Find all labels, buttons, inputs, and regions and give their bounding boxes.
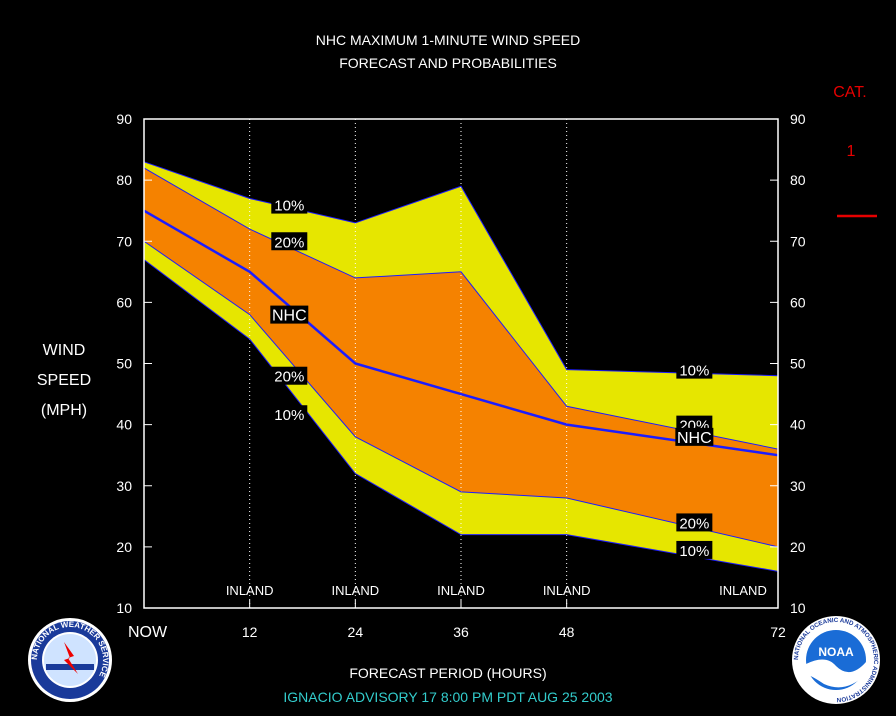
y-tick-label-left-60: 60 (116, 294, 132, 310)
series-line-20pct-upper (143, 167, 779, 450)
inland-labels: INLAND INLAND INLAND INLAND INLAND (226, 583, 767, 598)
series-label-bg-8 (676, 513, 713, 532)
y-tick-label-right-70: 70 (790, 233, 806, 249)
y-tick-label-right-10: 10 (790, 600, 806, 616)
inland-label-36: INLAND (437, 583, 485, 598)
series-line-nhc (143, 209, 779, 457)
x-tick-label-12: 12 (242, 624, 258, 640)
series-label-bg-9 (676, 540, 713, 559)
series-label-bg-5 (676, 360, 713, 379)
chart-title-line1: NHC MAXIMUM 1-MINUTE WIND SPEED (316, 32, 580, 48)
probability-bands (144, 161, 778, 572)
series-label-3: 20% (274, 369, 304, 386)
y-tick-label-left-40: 40 (116, 417, 132, 433)
y-axis-ticks: 10 10 20 20 30 30 40 40 50 50 60 60 70 70 80 80 90 90 (116, 111, 805, 616)
y-tick-label-right-60: 60 (790, 294, 806, 310)
series-label-9: 10% (679, 543, 709, 560)
x-tick-label-72: 72 (770, 624, 786, 640)
inland-label-72: INLAND (719, 583, 767, 598)
series-label-5: 10% (679, 363, 709, 380)
series-label-0: 10% (274, 198, 304, 215)
series-lines (143, 161, 779, 572)
series-label-bg-7 (675, 427, 714, 446)
noaa-logo-center: NOAA (818, 645, 854, 659)
y-tick-label-right-50: 50 (790, 356, 806, 372)
band-20-percent (144, 167, 778, 547)
series-label-bg-2 (270, 305, 309, 324)
chart-title-line2: FORECAST AND PROBABILITIES (339, 55, 557, 71)
series-label-bg-0 (271, 195, 308, 214)
x-tick-label-24: 24 (348, 624, 364, 640)
advisory-footer: IGNACIO ADVISORY 17 8:00 PM PDT AUG 25 2… (283, 689, 612, 705)
series-line-10pct-lower (143, 259, 779, 572)
y-tick-label-left-70: 70 (116, 233, 132, 249)
series-label-1: 20% (274, 234, 304, 251)
noaa-logo: NOAA NATIONAL OCEANIC AND ATMOSPHERIC AD… (792, 616, 880, 704)
category-value: 1 (847, 143, 856, 160)
x-tick-label-now: NOW (128, 624, 168, 641)
y-axis-label-line3: (MPH) (41, 402, 87, 419)
x-axis-label: FORECAST PERIOD (HOURS) (349, 665, 546, 681)
y-tick-label-left-90: 90 (116, 111, 132, 127)
series-line-10pct-upper (143, 161, 779, 377)
inland-label-48: INLAND (543, 583, 591, 598)
y-tick-label-left-80: 80 (116, 172, 132, 188)
y-tick-label-left-30: 30 (116, 478, 132, 494)
y-tick-label-left-50: 50 (116, 356, 132, 372)
y-tick-label-right-30: 30 (790, 478, 806, 494)
series-label-7: NHC (677, 430, 712, 447)
y-tick-label-left-20: 20 (116, 539, 132, 555)
y-tick-label-right-20: 20 (790, 539, 806, 555)
inland-label-24: INLAND (331, 583, 379, 598)
y-tick-label-right-90: 90 (790, 111, 806, 127)
x-tick-label-36: 36 (453, 624, 469, 640)
series-label-bg-4 (271, 405, 308, 424)
series-label-8: 20% (679, 515, 709, 532)
y-tick-label-right-40: 40 (790, 417, 806, 433)
inland-label-12: INLAND (226, 583, 274, 598)
nws-logo: NATIONAL WEATHER SERVICE (28, 618, 112, 702)
y-tick-label-left-10: 10 (116, 600, 132, 616)
x-tick-label-48: 48 (559, 624, 575, 640)
y-axis-label-line1: WIND (43, 342, 86, 359)
series-label-bg-1 (271, 232, 308, 251)
category-label: CAT. (833, 84, 866, 101)
series-label-4: 10% (274, 407, 304, 424)
y-axis-label-line2: SPEED (37, 372, 91, 389)
x-axis-ticks: NOW 12 24 36 48 72 (128, 600, 786, 641)
series-label-bg-3 (271, 366, 308, 385)
y-tick-label-right-80: 80 (790, 172, 806, 188)
series-line-20pct-lower (143, 240, 779, 548)
series-label-2: NHC (272, 308, 307, 325)
